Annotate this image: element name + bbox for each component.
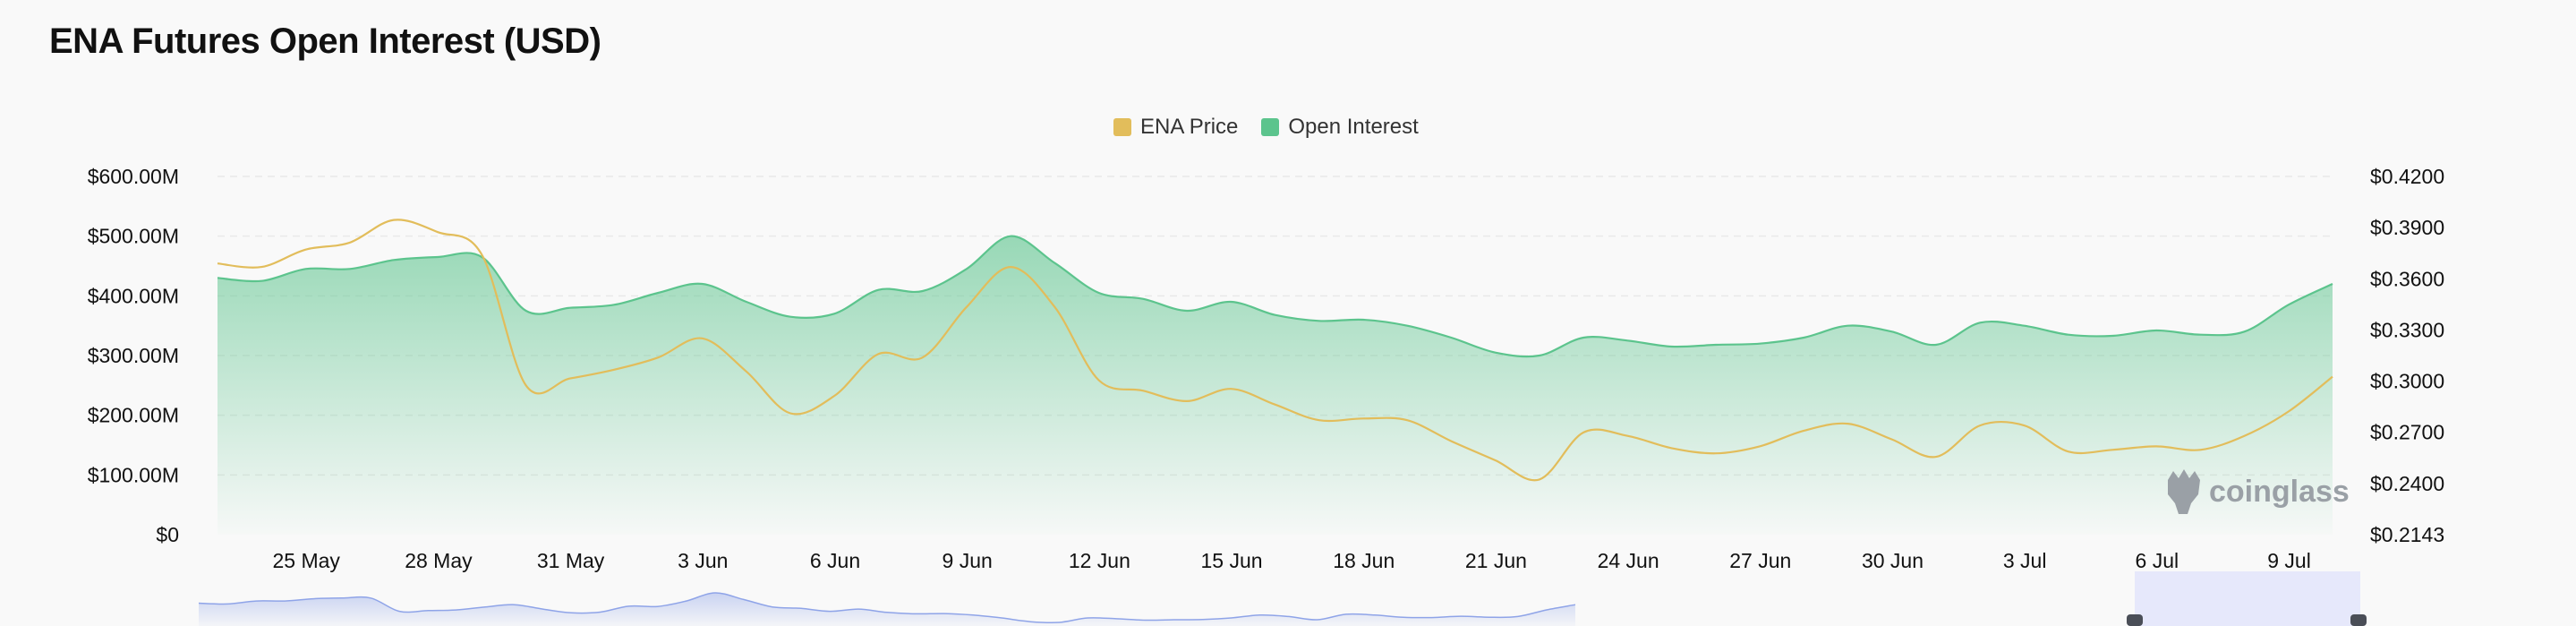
ena-price-line[interactable] [217, 219, 2333, 482]
y-right-tick-label: $0.3900 [2370, 216, 2444, 239]
coinglass-watermark: coinglass [2168, 469, 2350, 514]
y-right-tick-label: $0.2400 [2370, 472, 2444, 495]
x-tick-label: 9 Jun [943, 549, 993, 572]
navigator-handle-right[interactable] [2350, 614, 2367, 626]
legend-label-open-interest: Open Interest [1288, 115, 1419, 139]
open-interest-area [218, 236, 2333, 535]
x-tick-label: 9 Jul [2267, 549, 2311, 572]
x-tick-label: 27 Jun [1729, 549, 1791, 572]
y-right-tick-label: $0.3600 [2370, 267, 2444, 290]
x-tick-label: 12 Jun [1069, 549, 1130, 572]
chart-title: ENA Futures Open Interest (USD) [49, 21, 601, 61]
x-tick-label: 6 Jun [810, 549, 860, 572]
legend-swatch-open-interest [1261, 118, 1280, 136]
x-tick-label: 25 May [273, 549, 341, 572]
coinglass-logo-icon [2168, 469, 2200, 514]
navigator-selection[interactable] [2135, 571, 2360, 626]
x-tick-label: 30 Jun [1862, 549, 1923, 572]
legend-item-ena-price[interactable]: ENA Price [1113, 115, 1238, 140]
coinglass-watermark-text: coinglass [2209, 475, 2350, 509]
y-right-tick-label: $0.3000 [2370, 370, 2444, 393]
y-right-tick-label: $0.4200 [2370, 165, 2444, 188]
navigator-series-line [198, 592, 1576, 624]
x-tick-label: 3 Jul [2003, 549, 2047, 572]
y-left-tick-label: $200.00M [88, 404, 179, 427]
y-left-tick-label: $500.00M [88, 225, 179, 248]
y-left-tick-label: $300.00M [88, 344, 179, 367]
y-left-tick-label: $100.00M [88, 463, 179, 486]
range-navigator[interactable] [198, 571, 2367, 626]
y-right-tick-label: $0.2143 [2370, 523, 2444, 546]
x-tick-label: 6 Jul [2136, 549, 2179, 572]
open-interest-line[interactable] [217, 235, 2333, 358]
series-layer [217, 219, 2333, 535]
axis-labels: $0 $100.00M $200.00M $300.00M $400.00M $500.0… [88, 165, 2444, 572]
chart-legend: ENA Price Open Interest [1113, 115, 1419, 140]
x-tick-label: 31 May [537, 549, 605, 572]
x-tick-label: 18 Jun [1333, 549, 1395, 572]
x-tick-label: 28 May [405, 549, 473, 572]
legend-label-ena-price: ENA Price [1140, 115, 1239, 139]
y-left-tick-label: $400.00M [88, 284, 179, 307]
x-tick-label: 15 Jun [1201, 549, 1263, 572]
legend-swatch-ena-price [1113, 118, 1131, 136]
navigator-series-area [199, 592, 1575, 626]
y-right-tick-label: $0.2700 [2370, 421, 2444, 444]
x-tick-label: 3 Jun [678, 549, 728, 572]
y-right-tick-label: $0.3300 [2370, 318, 2444, 341]
legend-item-open-interest[interactable]: Open Interest [1261, 115, 1419, 140]
x-tick-label: 24 Jun [1598, 549, 1659, 572]
x-tick-label: 21 Jun [1465, 549, 1527, 572]
y-left-tick-label: $600.00M [88, 165, 179, 188]
y-left-tick-label: $0 [156, 523, 179, 546]
navigator-handle-left[interactable] [2127, 614, 2143, 626]
